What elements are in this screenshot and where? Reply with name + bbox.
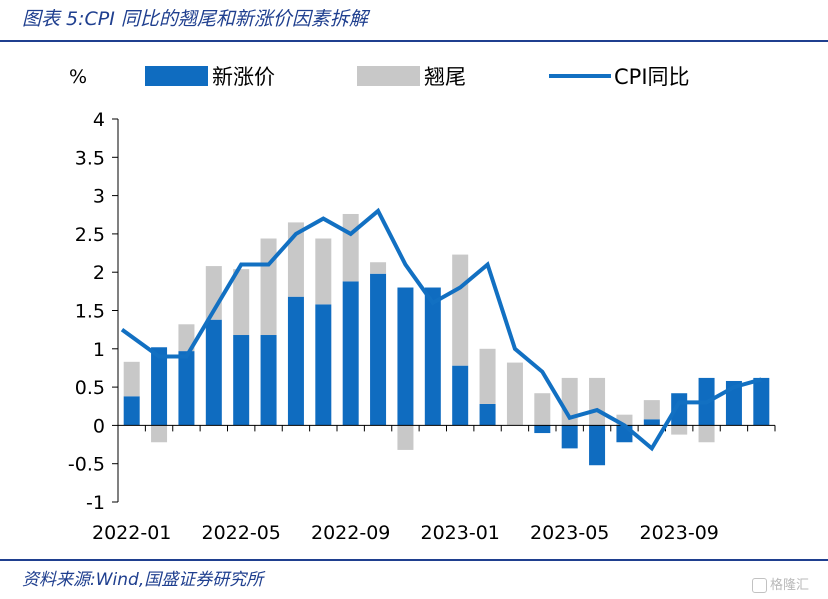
new-price-bar [287, 296, 304, 426]
new-price-bar [397, 287, 414, 426]
figure-title: 图表 5:CPI 同比的翘尾和新涨价因素拆解 [22, 8, 368, 30]
y-tick-label: 1 [93, 339, 105, 361]
chart-legend: 新涨价 翘尾 CPI同比 [145, 65, 690, 89]
y-axis: -1 -0.5 0 0.5 1 1.5 2 2.5 3 3.5 4% [68, 66, 119, 514]
legend-swatch-carryover [357, 66, 420, 86]
legend-label-carryover: 翘尾 [424, 65, 466, 89]
y-tick-label: 2.5 [75, 224, 105, 246]
y-tick-label: 0.5 [75, 377, 105, 399]
watermark-logo-icon [752, 578, 767, 593]
y-tick-label: 2 [93, 262, 105, 284]
legend-label-new-price: 新涨价 [212, 65, 275, 89]
new-price-bar [753, 377, 770, 426]
x-tick-label: 2023-05 [530, 522, 609, 544]
cpi-yoy-line [120, 207, 762, 452]
y-axis-unit-label: % [69, 66, 87, 88]
carryover-bar [151, 425, 168, 443]
legend-swatch-new-price [145, 66, 208, 86]
new-price-bar [178, 351, 195, 426]
new-price-bar [479, 403, 496, 426]
new-price-bar [452, 365, 469, 426]
y-tick-label: -1 [86, 492, 105, 514]
carryover-bar [342, 213, 359, 282]
watermark: 格隆汇 [752, 574, 809, 593]
header-rule [0, 40, 828, 42]
carryover-bar [479, 348, 496, 404]
cpi-line-series [120, 207, 762, 452]
x-tick-label: 2023-01 [420, 522, 499, 544]
new-price-bar [643, 419, 660, 426]
x-tick-label: 2022-01 [92, 522, 171, 544]
y-tick-label: 1.5 [75, 301, 105, 323]
new-price-bar [342, 281, 359, 426]
new-price-bar [205, 319, 222, 426]
y-tick-label: 0 [93, 415, 105, 437]
carryover-bar [698, 425, 715, 443]
source-note: 资料来源:Wind,国盛证券研究所 [22, 570, 264, 590]
carryover-bar [534, 393, 551, 426]
carryover-bar [397, 425, 414, 450]
new-price-bar [725, 380, 742, 426]
carryover-bar [616, 414, 633, 426]
new-price-bar [123, 396, 140, 426]
carryover-bar [506, 362, 523, 426]
new-price-bar [589, 425, 606, 466]
x-tick-label: 2023-09 [639, 522, 718, 544]
new-price-bar [315, 304, 332, 426]
carryover-bar [233, 269, 250, 336]
new-price-bar [370, 273, 387, 426]
legend-label-cpi: CPI同比 [614, 65, 690, 89]
new-price-bar [151, 347, 168, 426]
carryover-bar [123, 361, 140, 397]
y-tick-label: 3.5 [75, 147, 105, 169]
y-tick-label: 3 [93, 186, 105, 208]
footer-rule [0, 559, 828, 561]
cpi-breakdown-chart: 新涨价 翘尾 CPI同比 -1 -0.5 0 0.5 1 1.5 2 2.5 3 3.5 4% 2022… [68, 65, 776, 544]
carryover-bar [589, 377, 606, 426]
carryover-bar [671, 425, 688, 435]
new-price-bar [233, 335, 250, 426]
carryover-bar [452, 254, 469, 366]
carryover-bar [315, 238, 332, 305]
x-axis: 2022-01 2022-05 2022-09 2023-01 2023-05 2023-… [92, 424, 776, 544]
watermark-text: 格隆汇 [770, 578, 810, 593]
x-tick-label: 2022-09 [311, 522, 390, 544]
new-price-bar [260, 335, 277, 426]
new-price-bar [561, 425, 578, 449]
carryover-bar [178, 324, 195, 352]
carryover-bar [643, 400, 660, 420]
carryover-bar [260, 238, 277, 336]
new-price-bar [534, 425, 551, 434]
y-tick-label: 4 [93, 109, 105, 131]
carryover-bar [370, 262, 387, 274]
y-tick-label: -0.5 [68, 454, 105, 476]
x-tick-label: 2022-05 [201, 522, 280, 544]
bar-series [123, 213, 770, 466]
new-price-bar [424, 287, 441, 426]
